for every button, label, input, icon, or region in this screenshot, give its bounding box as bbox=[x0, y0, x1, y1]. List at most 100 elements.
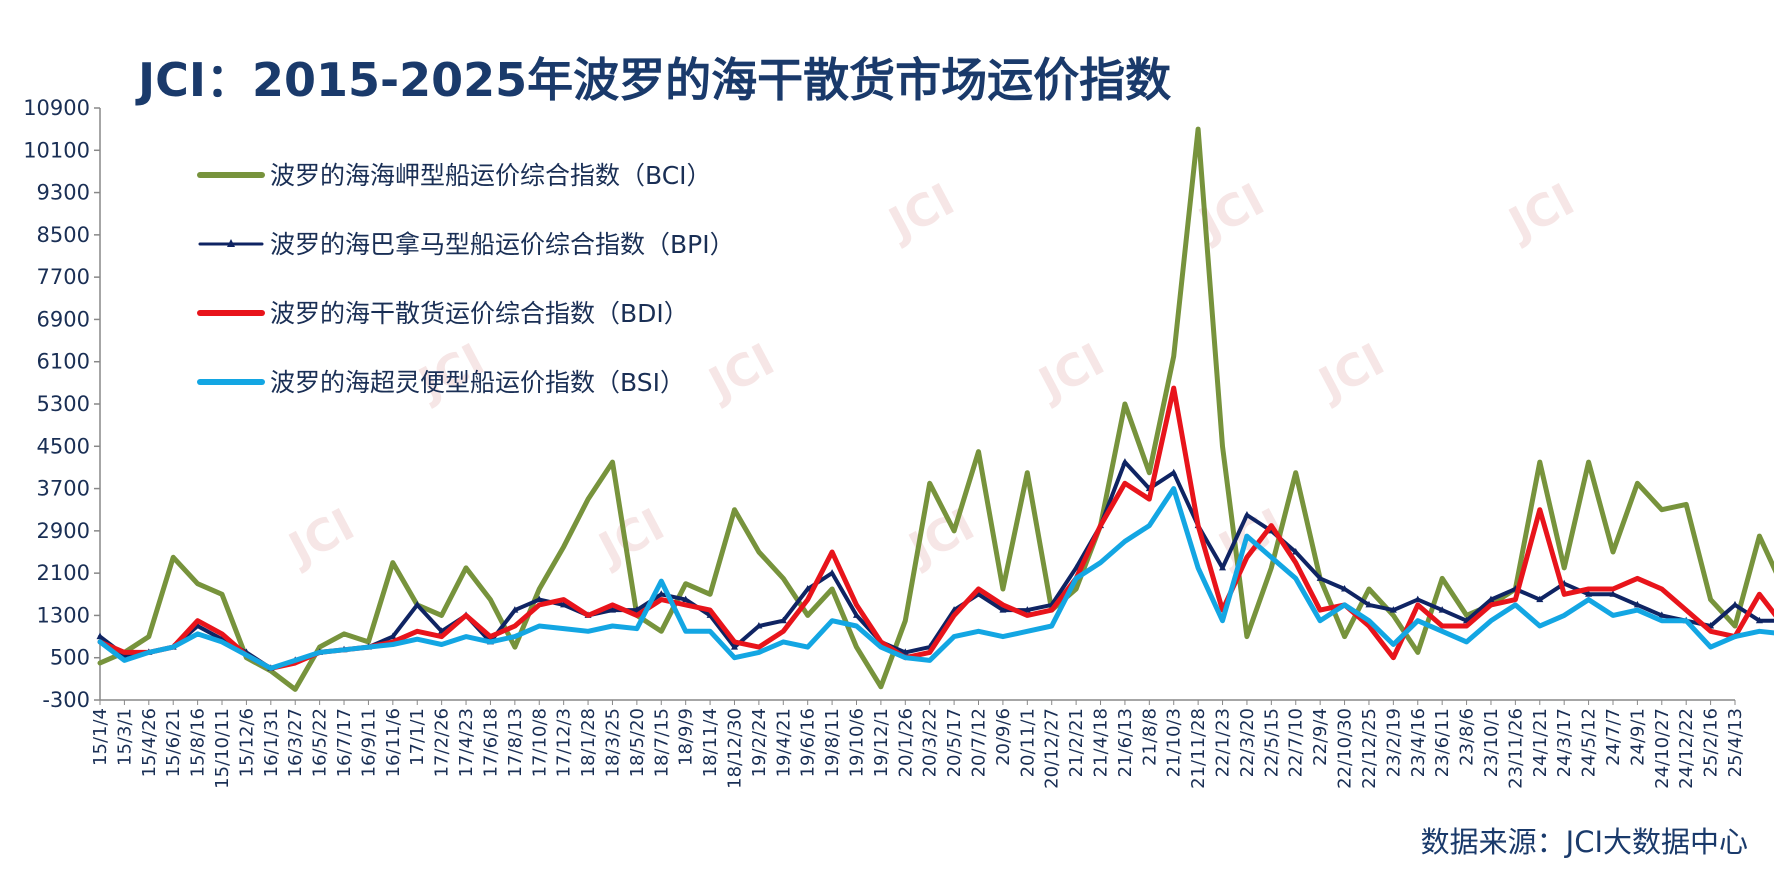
legend-marker bbox=[227, 239, 235, 247]
bpi-point bbox=[1633, 600, 1641, 608]
x-tick-label: 19/8/11 bbox=[822, 708, 843, 777]
bpi-point bbox=[1316, 574, 1324, 581]
source-note: 数据来源：JCI大数据中心 bbox=[1421, 825, 1748, 859]
x-tick-label: 20/3/22 bbox=[920, 708, 941, 777]
bpi-point bbox=[1389, 606, 1397, 613]
watermark-3: JCI bbox=[1029, 334, 1113, 411]
legend-item-bsi: 波罗的海超灵便型船运价指数（BSI） bbox=[197, 368, 685, 397]
watermark-0: JCI bbox=[879, 174, 963, 251]
legend-label: 波罗的海巴拿马型船运价综合指数（BPI） bbox=[270, 230, 735, 259]
legend-item-bpi: 波罗的海巴拿马型船运价综合指数（BPI） bbox=[198, 230, 735, 259]
x-tick-label: 17/1/1 bbox=[407, 708, 428, 766]
watermark-2: JCI bbox=[1499, 174, 1583, 251]
bpi-point bbox=[560, 600, 568, 608]
x-tick-label: 17/6/18 bbox=[480, 708, 501, 777]
bpi-point bbox=[1731, 600, 1739, 608]
x-tick-label: 20/1/26 bbox=[895, 708, 916, 777]
bpi-point bbox=[1658, 611, 1666, 618]
bpi-point bbox=[1536, 595, 1544, 603]
x-tick-label: 24/7/7 bbox=[1603, 708, 1624, 766]
x-tick-label: 18/9/9 bbox=[676, 708, 697, 766]
bpi-point bbox=[682, 595, 690, 603]
x-tick-label: 22/5/15 bbox=[1261, 708, 1282, 777]
x-tick-label: 23/10/1 bbox=[1481, 708, 1502, 777]
y-tick-label: 6100 bbox=[37, 350, 90, 374]
y-tick-label: 8500 bbox=[37, 223, 90, 247]
x-tick-label: 20/12/27 bbox=[1042, 708, 1063, 789]
x-tick-label: 24/12/22 bbox=[1676, 708, 1697, 789]
x-tick-label: 22/9/4 bbox=[1310, 708, 1331, 766]
x-tick-label: 23/11/26 bbox=[1505, 708, 1526, 789]
bpi-point bbox=[511, 606, 519, 613]
y-tick-label: 10900 bbox=[23, 96, 90, 120]
bpi-point bbox=[1438, 606, 1446, 613]
x-tick-label: 24/3/17 bbox=[1554, 708, 1575, 777]
y-tick-label: 1300 bbox=[37, 603, 90, 627]
legend-item-bdi: 波罗的海干散货运价综合指数（BDI） bbox=[197, 299, 689, 328]
watermark-6: JCI bbox=[699, 334, 783, 411]
y-tick-label: 10100 bbox=[23, 138, 90, 162]
bpi-point bbox=[535, 595, 543, 603]
chart-title: JCI：2015-2025年波罗的海干散货市场运价指数 bbox=[135, 53, 1171, 107]
bpi-point bbox=[1365, 600, 1373, 608]
y-tick-label: -300 bbox=[42, 688, 90, 712]
legend-label: 波罗的海超灵便型船运价指数（BSI） bbox=[270, 368, 685, 397]
x-tick-label: 17/4/23 bbox=[456, 708, 477, 777]
x-tick-label: 18/3/25 bbox=[602, 708, 623, 777]
bpi-point bbox=[1243, 511, 1251, 518]
x-tick-label: 22/1/23 bbox=[1213, 708, 1234, 777]
x-tick-label: 21/11/28 bbox=[1188, 708, 1209, 789]
y-tick-label: 2100 bbox=[37, 561, 90, 585]
x-tick-label: 20/7/12 bbox=[969, 708, 990, 777]
x-tick-label: 25/2/16 bbox=[1701, 708, 1722, 777]
legend: 波罗的海海岬型船运价综合指数（BCI） 波罗的海巴拿马型船运价综合指数（BPI） 波… bbox=[197, 161, 735, 397]
x-tick-label: 24/1/21 bbox=[1530, 708, 1551, 777]
bpi-point bbox=[975, 590, 983, 597]
x-tick-label: 17/10/8 bbox=[529, 708, 550, 777]
bpi-point bbox=[1219, 563, 1227, 571]
bpi-point bbox=[96, 632, 104, 640]
bpi-point bbox=[999, 606, 1007, 613]
watermark-7: JCI bbox=[279, 499, 363, 576]
x-tick-label: 23/6/11 bbox=[1432, 708, 1453, 777]
x-tick-label: 17/2/26 bbox=[432, 708, 453, 777]
bpi-point bbox=[633, 606, 641, 613]
x-tick-label: 21/10/3 bbox=[1164, 708, 1185, 777]
x-tick-label: 24/5/12 bbox=[1579, 708, 1600, 777]
bpi-point bbox=[1341, 585, 1349, 592]
series-layer bbox=[96, 126, 1774, 692]
series-line-bsi bbox=[97, 486, 1774, 671]
bpi-point bbox=[657, 590, 665, 597]
bpi-point bbox=[852, 611, 860, 618]
x-tick-label: 15/10/11 bbox=[212, 708, 233, 789]
y-tick-label: 2900 bbox=[37, 519, 90, 543]
bpi-point bbox=[901, 648, 909, 655]
x-tick-label: 18/7/15 bbox=[651, 708, 672, 777]
bpi-point bbox=[1170, 468, 1178, 476]
x-tick-label: 19/10/6 bbox=[846, 708, 867, 777]
bpi-point bbox=[1292, 548, 1300, 555]
watermark-4: JCI bbox=[1309, 334, 1393, 411]
x-tick-label: 22/7/10 bbox=[1286, 708, 1307, 777]
bpi-point bbox=[608, 606, 616, 613]
legend-label: 波罗的海海岬型船运价综合指数（BCI） bbox=[270, 161, 712, 190]
x-tick-label: 19/4/21 bbox=[773, 708, 794, 777]
x-tick-label: 20/9/6 bbox=[993, 708, 1014, 766]
y-tick-label: 500 bbox=[50, 646, 90, 670]
bpi-point bbox=[828, 569, 836, 576]
x-tick-label: 23/4/16 bbox=[1408, 708, 1429, 777]
x-tick-label: 21/4/18 bbox=[1091, 708, 1112, 777]
x-tick-label: 15/12/6 bbox=[236, 708, 257, 777]
bpi-point bbox=[413, 600, 421, 608]
x-tick-label: 16/9/11 bbox=[358, 708, 379, 777]
x-tick-label: 15/6/21 bbox=[163, 708, 184, 777]
series-line-bci bbox=[97, 126, 1774, 692]
bpi-point bbox=[389, 632, 397, 640]
x-tick-label: 24/9/1 bbox=[1627, 708, 1648, 766]
x-tick-label: 19/12/1 bbox=[871, 708, 892, 777]
x-tick-label: 16/7/17 bbox=[334, 708, 355, 777]
x-tick-label: 19/2/24 bbox=[749, 708, 770, 777]
x-tick-label: 21/6/13 bbox=[1115, 708, 1136, 777]
x-tick-label: 15/1/4 bbox=[90, 708, 111, 766]
